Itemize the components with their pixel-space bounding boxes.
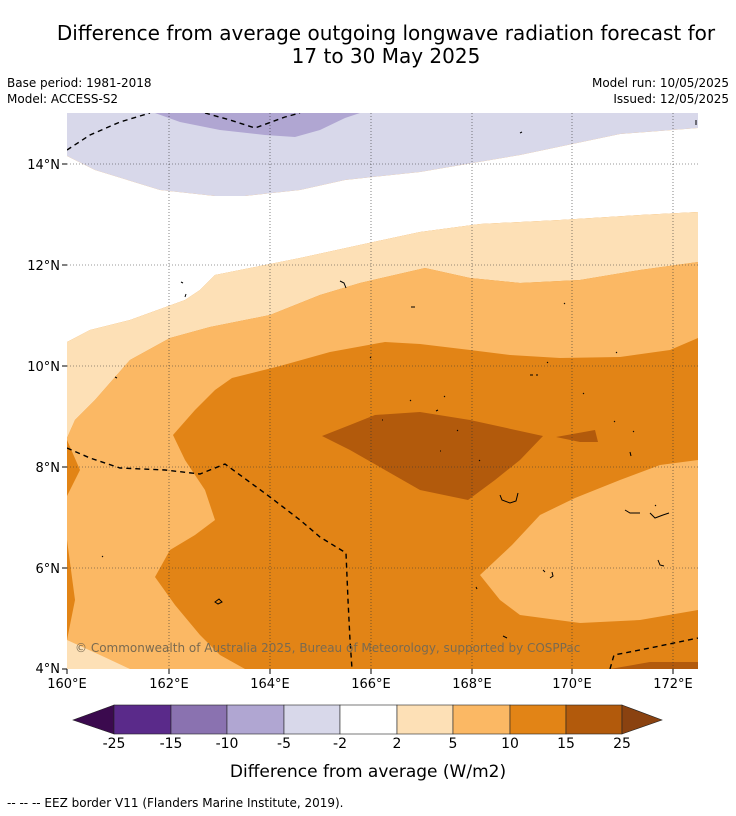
- colorbar-bin-8: [509, 704, 567, 735]
- copyright-notice: © Commonwealth of Australia 2025, Bureau…: [75, 641, 581, 655]
- zone-pos15-25-east: [556, 430, 598, 442]
- issued-date: Issued: 12/05/2025: [613, 92, 729, 106]
- meta-right: Model run: 10/05/2025 Issued: 12/05/2025: [592, 75, 729, 107]
- model-run: Model run: 10/05/2025: [591, 76, 729, 90]
- eez-footnote: -- -- -- EEZ border V11 (Flanders Marine…: [7, 796, 344, 810]
- lon-label-164: 164°E: [250, 677, 290, 692]
- map-title: Difference from average outgoing longwav…: [0, 22, 736, 68]
- grid-lines: [67, 113, 698, 669]
- colorbar-bin-2: [170, 704, 228, 735]
- colorbar-tick-1: -25: [102, 736, 126, 752]
- zone-pos15-25-core: [322, 412, 543, 500]
- title-line-2: 17 to 30 May 2025: [291, 44, 481, 68]
- map-figure: 160°E 162°E 164°E 166°E 168°E 170°E 172°…: [27, 113, 698, 692]
- colorbar-tick-4: -5: [277, 736, 291, 752]
- base-period: Base period: 1981-2018: [7, 76, 152, 90]
- lon-label-166: 166°E: [351, 677, 391, 692]
- lon-label-172: 172°E: [653, 677, 693, 692]
- lat-label-14: 14°N: [27, 158, 60, 173]
- lon-label-162: 162°E: [149, 677, 189, 692]
- colorbar-extend-high: [621, 704, 663, 735]
- colorbar-bin-1: [113, 704, 172, 735]
- colorbar-extend-low: [72, 704, 115, 735]
- colorbar: [72, 704, 663, 735]
- colorbar-tick-8: 10: [501, 736, 519, 752]
- zone-pos2-5: [67, 212, 698, 438]
- lon-label-170: 170°E: [552, 677, 592, 692]
- colorbar-bin-5: [339, 704, 398, 735]
- islands: [101, 120, 697, 639]
- colorbar-bin-6: [396, 704, 454, 735]
- title-line-1: Difference from average outgoing longwav…: [56, 21, 716, 45]
- colorbar-tick-2: -15: [159, 736, 183, 752]
- map-plot-area: [67, 113, 698, 669]
- colorbar-tick-3: -10: [215, 736, 239, 752]
- colorbar-bin-9: [565, 704, 623, 735]
- lat-label-4: 4°N: [36, 662, 61, 677]
- colorbar-tick-6: 2: [392, 736, 402, 752]
- eez-borders: [67, 113, 698, 669]
- colorbar-title: Difference from average (W/m2): [229, 762, 507, 782]
- meta-left: Base period: 1981-2018 Model: ACCESS-S2: [7, 75, 152, 107]
- model-name: Model: ACCESS-S2: [7, 92, 119, 106]
- lat-label-6: 6°N: [36, 562, 61, 577]
- zone-neg5-2: [67, 113, 698, 196]
- lat-label-12: 12°N: [27, 259, 60, 274]
- zone-neg10-5: [155, 113, 360, 137]
- colorbar-bin-7: [452, 704, 511, 735]
- colorbar-bin-3: [226, 704, 285, 735]
- colorbar-tick-5: -2: [333, 736, 347, 752]
- zone-pos5-10-left: [67, 262, 698, 669]
- lat-label-10: 10°N: [27, 360, 60, 375]
- lon-label-160: 160°E: [47, 677, 87, 692]
- colorbar-bin-4: [283, 704, 341, 735]
- zone-pos5-10-right: [480, 460, 698, 623]
- lon-label-168: 168°E: [452, 677, 492, 692]
- zone-pos15-25-south: [610, 662, 698, 669]
- zone-neutral: [67, 128, 698, 342]
- colorbar-tick-7: 5: [448, 736, 458, 752]
- lat-label-8: 8°N: [36, 461, 61, 476]
- colorbar-tick-10: 25: [613, 736, 631, 752]
- axis-ticks: [62, 163, 674, 674]
- zone-pos2-5-bottom: [67, 640, 130, 669]
- colorbar-tick-9: 15: [557, 736, 575, 752]
